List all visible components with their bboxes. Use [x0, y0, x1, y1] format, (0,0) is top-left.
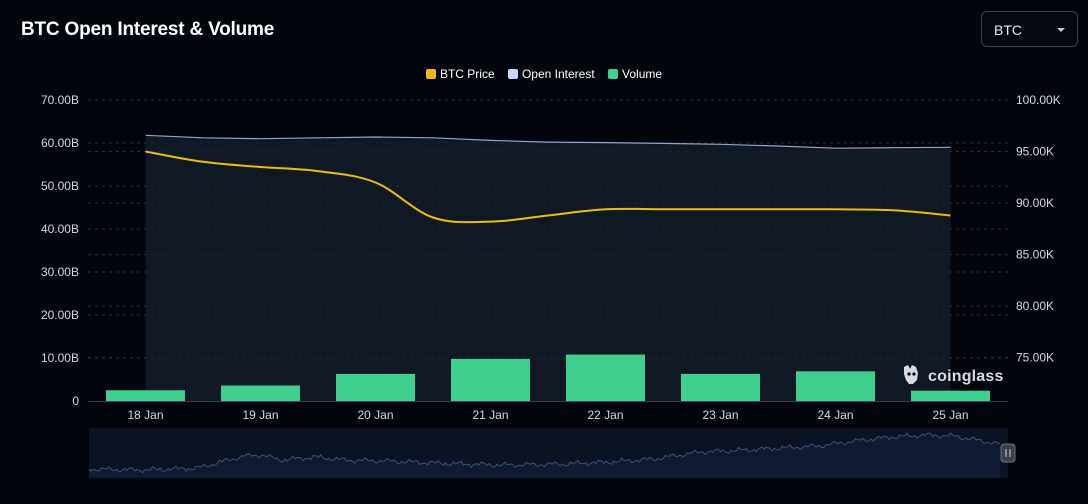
- page-title: BTC Open Interest & Volume: [21, 19, 275, 40]
- x-tick-label: 24 Jan: [817, 408, 853, 422]
- range-handle[interactable]: [1000, 443, 1016, 463]
- x-tick-label: 18 Jan: [127, 408, 163, 422]
- y-left-tick-label: 30.00B: [41, 265, 79, 279]
- coin-select[interactable]: BTC: [981, 11, 1078, 47]
- legend-swatch-open-interest: [507, 68, 518, 79]
- volume-bar: [106, 390, 185, 401]
- navigator-line: [88, 432, 1001, 474]
- y-left-tick-label: 10.00B: [41, 351, 79, 365]
- volume-bar: [566, 354, 645, 401]
- coin-select-value: BTC: [994, 22, 1022, 38]
- x-tick-label: 21 Jan: [472, 408, 508, 422]
- chart-legend: BTC Price Open Interest Volume: [0, 66, 1088, 81]
- y-left-tick-label: 50.00B: [41, 179, 79, 193]
- legend-item-volume[interactable]: Volume: [608, 67, 662, 81]
- legend-label: Open Interest: [521, 66, 595, 81]
- coinglass-logo-icon: [900, 363, 922, 390]
- legend-label: Volume: [622, 66, 663, 81]
- legend-item-btc-price[interactable]: BTC Price: [425, 66, 495, 81]
- y-right-tick-label: 100.00K: [1016, 93, 1061, 107]
- x-tick-label: 22 Jan: [587, 408, 623, 422]
- y-left-tick-label: 60.00B: [41, 136, 79, 150]
- watermark-text: coinglass: [928, 368, 1004, 385]
- y-left-tick-label: 20.00B: [41, 308, 79, 322]
- volume-bar: [336, 373, 415, 401]
- legend-swatch-volume: [608, 68, 619, 79]
- legend-item-open-interest[interactable]: Open Interest: [507, 66, 595, 81]
- volume-bar: [681, 373, 760, 401]
- y-right-tick-label: 95.00K: [1016, 145, 1054, 159]
- open-interest-line: [145, 134, 951, 149]
- btc-price-line: [145, 150, 951, 224]
- x-tick-label: 23 Jan: [702, 408, 738, 422]
- volume-bar: [451, 358, 530, 401]
- x-tick-label: 20 Jan: [357, 408, 393, 422]
- y-right-tick-label: 80.00K: [1016, 299, 1054, 313]
- y-right-tick-label: 90.00K: [1016, 196, 1054, 210]
- x-tick-label: 19 Jan: [242, 408, 278, 422]
- chevron-down-icon: [1057, 28, 1065, 32]
- y-right-tick-label: 75.00K: [1016, 351, 1054, 365]
- volume-bar: [796, 371, 875, 401]
- coinglass-watermark: coinglass: [900, 363, 1004, 390]
- open-interest-area: [145, 135, 951, 402]
- y-left-tick-label: 40.00B: [41, 222, 79, 236]
- y-left-tick-label: 70.00B: [41, 93, 79, 107]
- y-right-tick-label: 85.00K: [1016, 248, 1054, 262]
- y-left-tick-label: 0: [72, 394, 79, 408]
- x-tick-label: 25 Jan: [932, 408, 968, 422]
- volume-bar: [911, 390, 990, 401]
- navigator-area: [89, 433, 1000, 478]
- legend-swatch-btc-price: [425, 68, 436, 79]
- legend-label: BTC Price: [439, 66, 495, 81]
- volume-bar: [221, 385, 300, 401]
